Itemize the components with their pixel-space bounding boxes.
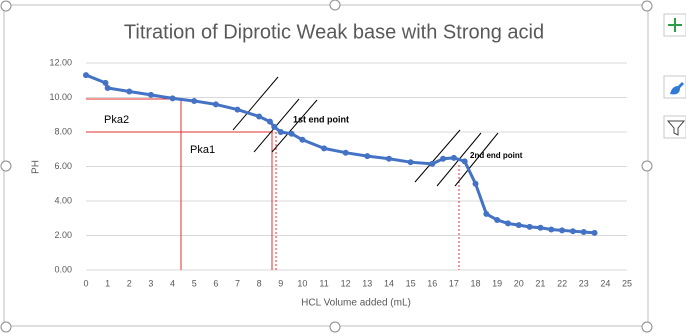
x-tick-label: 13 bbox=[362, 278, 372, 288]
x-tick-label: 11 bbox=[319, 278, 328, 288]
data-point bbox=[461, 158, 468, 165]
y-tick-label: 2.00 bbox=[54, 230, 72, 240]
data-point bbox=[83, 72, 89, 79]
data-point bbox=[266, 118, 273, 125]
data-point bbox=[212, 101, 219, 108]
data-point bbox=[364, 153, 371, 160]
y-tick-label: 12.00 bbox=[49, 57, 72, 67]
data-point bbox=[450, 154, 457, 161]
x-tick-label: 8 bbox=[257, 278, 262, 288]
x-tick-label: 15 bbox=[406, 278, 416, 288]
x-tick-label: 22 bbox=[557, 278, 567, 288]
y-tick-label: 4.00 bbox=[54, 195, 72, 205]
x-tick-label: 24 bbox=[600, 278, 610, 288]
y-axis-title: PH bbox=[31, 160, 42, 174]
handle[interactable] bbox=[329, 321, 341, 333]
plus-icon bbox=[668, 18, 682, 32]
x-tick-label: 1 bbox=[105, 278, 110, 288]
handle[interactable] bbox=[0, 160, 12, 172]
data-point bbox=[169, 95, 176, 102]
x-tick-label: 12 bbox=[341, 278, 351, 288]
handle[interactable] bbox=[0, 0, 12, 12]
data-point bbox=[299, 136, 306, 143]
x-tick-label: 20 bbox=[514, 278, 524, 288]
data-point bbox=[321, 145, 328, 152]
plot bbox=[83, 72, 598, 236]
annotation: Pka2 bbox=[104, 114, 129, 126]
tangent bbox=[414, 129, 461, 183]
data-point bbox=[342, 149, 349, 156]
y-tick-label: 0.00 bbox=[54, 264, 72, 274]
data-point bbox=[494, 216, 501, 223]
data-point bbox=[191, 97, 198, 104]
x-tick-label: 4 bbox=[170, 278, 175, 288]
filter-icon bbox=[666, 120, 686, 136]
data-point bbox=[483, 210, 490, 217]
x-tick-label: 17 bbox=[449, 278, 459, 288]
handle[interactable] bbox=[0, 321, 12, 333]
data-point bbox=[559, 227, 566, 234]
data-point bbox=[580, 229, 587, 236]
x-tick-label: 0 bbox=[83, 278, 88, 288]
x-tick-label: 2 bbox=[127, 278, 132, 288]
data-point bbox=[102, 79, 109, 86]
y-tick-label: 6.00 bbox=[54, 161, 72, 171]
x-tick-label: 9 bbox=[278, 278, 283, 288]
y-tick-label: 8.00 bbox=[54, 126, 72, 136]
data-point bbox=[407, 159, 414, 166]
data-point bbox=[472, 180, 479, 187]
data-point bbox=[288, 130, 295, 137]
data-point bbox=[104, 85, 111, 92]
data-point bbox=[277, 129, 284, 135]
x-tick-label: 16 bbox=[427, 278, 437, 288]
data-point bbox=[526, 223, 533, 230]
tangent bbox=[454, 132, 499, 187]
tangent bbox=[232, 76, 279, 131]
x-tick-label: 19 bbox=[492, 278, 502, 288]
x-axis-title: HCL Volume added (mL) bbox=[301, 298, 411, 309]
data-point bbox=[537, 224, 544, 231]
handle[interactable] bbox=[641, 0, 653, 12]
x-tick-label: 7 bbox=[235, 278, 240, 288]
data-point bbox=[504, 220, 511, 227]
tangent bbox=[271, 99, 318, 153]
data-point bbox=[385, 155, 392, 162]
annotation: 1st end point bbox=[293, 114, 349, 124]
data-point bbox=[569, 228, 576, 235]
chart-area[interactable] bbox=[3, 4, 649, 327]
y-tick-label: 10.00 bbox=[49, 92, 72, 102]
selection-handles bbox=[0, 0, 653, 333]
x-tick-label: 23 bbox=[579, 278, 589, 288]
brush-icon bbox=[670, 82, 684, 95]
data-point bbox=[548, 226, 555, 233]
chart-title: Titration of Diprotic Weak base with Str… bbox=[124, 21, 544, 43]
data-point bbox=[147, 91, 154, 98]
chart-filters-button[interactable] bbox=[663, 115, 686, 139]
annotation-lines bbox=[86, 76, 499, 270]
x-tick-label: 10 bbox=[297, 278, 307, 288]
x-tick-label: 6 bbox=[213, 278, 218, 288]
chart-buttons bbox=[663, 13, 686, 139]
data-point bbox=[234, 106, 241, 113]
data-point bbox=[126, 88, 133, 95]
data-point bbox=[591, 229, 598, 236]
annotation: Pka1 bbox=[190, 144, 215, 156]
x-tick-label: 25 bbox=[622, 278, 632, 288]
x-tick-label: 3 bbox=[148, 278, 153, 288]
handle[interactable] bbox=[329, 0, 341, 11]
x-tick-label: 18 bbox=[471, 278, 481, 288]
data-point bbox=[429, 160, 436, 167]
x-tick-label: 14 bbox=[384, 278, 394, 288]
x-tick-label: 5 bbox=[192, 278, 197, 288]
data-point bbox=[256, 113, 263, 120]
x-tick-label: 21 bbox=[535, 278, 545, 288]
data-point bbox=[515, 222, 522, 229]
handle[interactable] bbox=[641, 160, 653, 172]
data-point bbox=[440, 155, 447, 162]
annotation: 2nd end point bbox=[470, 151, 523, 160]
data-point bbox=[271, 123, 278, 130]
handle[interactable] bbox=[641, 321, 653, 333]
